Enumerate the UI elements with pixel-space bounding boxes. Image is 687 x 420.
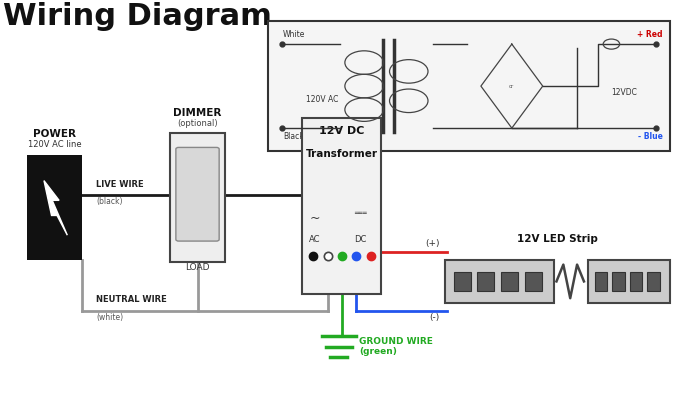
Text: + Red: + Red [638,30,663,39]
Text: LOAD: LOAD [185,262,210,271]
Text: 120V AC line: 120V AC line [28,140,82,149]
Text: (optional): (optional) [177,119,218,128]
Text: White: White [283,30,306,39]
Bar [647,272,660,291]
Text: 12V LED Strip: 12V LED Strip [517,234,598,244]
Text: (white): (white) [96,313,123,322]
Text: GROUND WIRE
(green): GROUND WIRE (green) [359,337,433,356]
Text: NEUTRAL WIRE: NEUTRAL WIRE [96,296,167,304]
Text: 120V AC: 120V AC [306,94,338,104]
Text: 12V DC: 12V DC [319,126,365,136]
FancyBboxPatch shape [268,21,670,151]
Text: - Blue: - Blue [638,132,663,141]
Text: LIVE WIRE: LIVE WIRE [96,180,144,189]
FancyBboxPatch shape [170,133,225,262]
Bar [27,155,82,260]
Polygon shape [44,181,67,235]
Text: cr: cr [509,84,515,89]
Bar [612,272,624,291]
FancyBboxPatch shape [445,260,554,303]
Bar [630,272,642,291]
Text: ═══: ═══ [354,209,367,215]
Text: (-): (-) [429,313,440,322]
Text: ~: ~ [309,212,320,225]
Bar [595,272,607,291]
Bar [453,272,471,291]
Text: Wiring Diagram: Wiring Diagram [3,2,272,31]
Text: (black): (black) [96,197,123,206]
Text: DIMMER: DIMMER [173,108,222,118]
Text: DC: DC [354,235,367,244]
Bar [477,272,495,291]
Text: Transformer: Transformer [306,149,378,159]
Bar [501,272,518,291]
Text: 12VDC: 12VDC [611,88,638,97]
FancyBboxPatch shape [302,118,381,294]
FancyBboxPatch shape [176,147,219,241]
FancyBboxPatch shape [588,260,670,303]
Bar [525,272,542,291]
Text: AC: AC [309,235,320,244]
Text: POWER: POWER [34,129,76,139]
Text: Black: Black [283,132,304,141]
Text: (+): (+) [425,239,440,248]
